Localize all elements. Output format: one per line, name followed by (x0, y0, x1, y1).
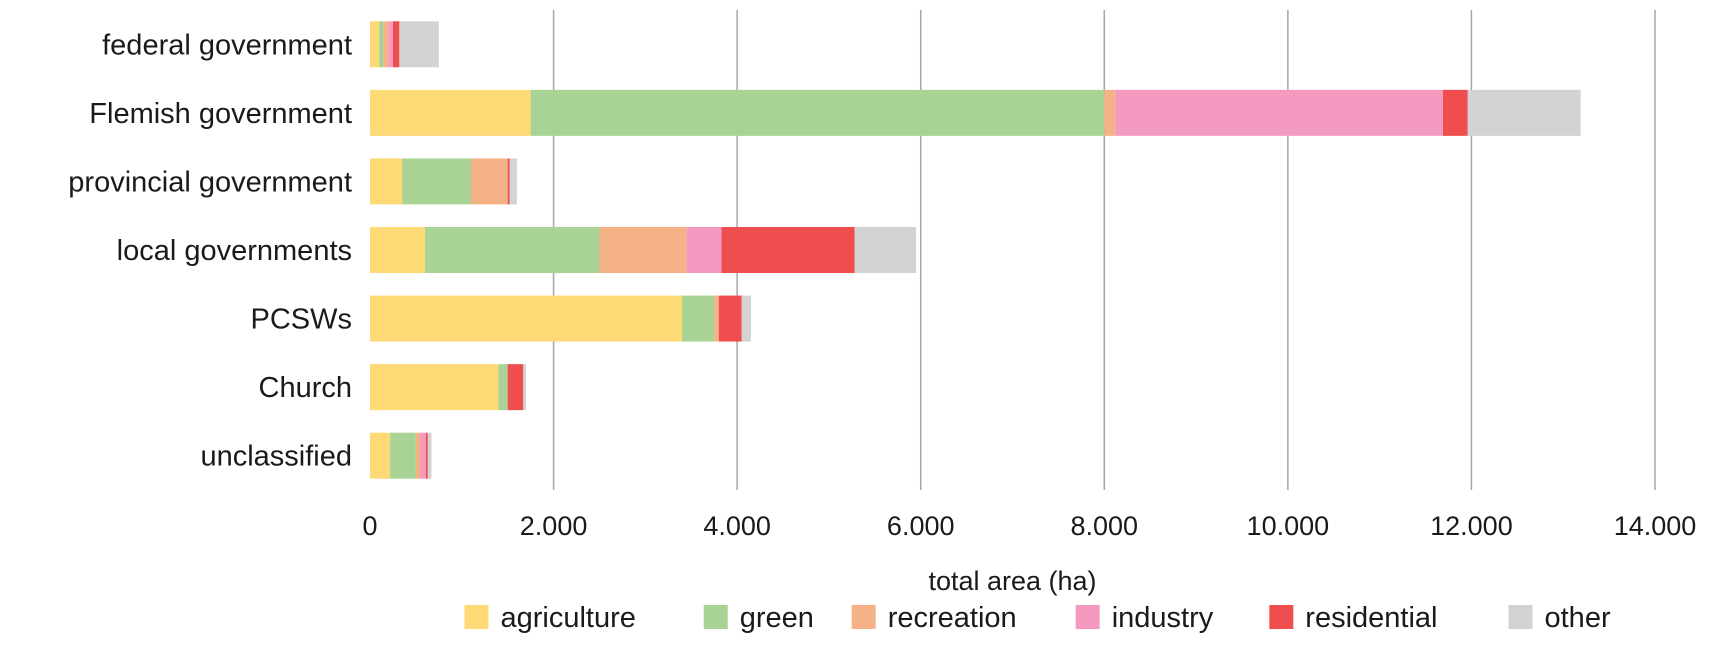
bar-segment (370, 227, 426, 273)
bar-segment (402, 158, 471, 205)
bar-segment (370, 21, 380, 68)
category-label: federal government (102, 29, 352, 61)
bar-segment (370, 158, 403, 205)
category-label: Church (259, 372, 353, 404)
bar-segment (1467, 89, 1581, 136)
category-label: Flemish government (89, 98, 352, 130)
bar-segment (370, 295, 683, 342)
x-tick-labels: 0 2.000 4.000 6.000 8.000 10.000 12.000 14.000 (362, 511, 1696, 541)
bar-segment (427, 432, 432, 479)
legend-item: industry (1075, 602, 1214, 634)
x-tick-label: 6.000 (887, 511, 955, 541)
bar-segment (370, 432, 391, 479)
bar-segment (507, 158, 510, 205)
category-label: PCSWs (251, 304, 353, 336)
category-label: provincial government (68, 166, 352, 198)
legend-item: recreation (851, 602, 1017, 634)
bar-segment (721, 227, 855, 273)
bar-segment (383, 21, 389, 68)
bar-segment (686, 227, 722, 273)
x-tick-label: 4.000 (703, 511, 771, 541)
category-labels: federal government Flemish government prov… (68, 29, 352, 472)
x-tick-label: 14.000 (1614, 511, 1697, 541)
legend-swatch (703, 605, 728, 629)
bar-segment (507, 364, 524, 411)
bar-segment (415, 432, 421, 479)
x-tick-label: 2.000 (520, 511, 588, 541)
legend-label: other (1545, 602, 1611, 634)
bar-segment (370, 364, 499, 411)
category-label: local governments (117, 235, 352, 267)
legend-item: green (703, 602, 814, 634)
category-label: unclassified (200, 441, 352, 473)
x-tick-label: 0 (362, 511, 377, 541)
bar-segment (379, 21, 384, 68)
legend-label: green (740, 602, 814, 634)
bar-segment (741, 295, 751, 342)
legend-swatch (1508, 605, 1533, 629)
x-tick-label: 10.000 (1247, 511, 1330, 541)
legend-label: agriculture (501, 602, 636, 634)
bar-segment (388, 21, 393, 68)
bar-segment (420, 432, 426, 479)
bar-segment (1104, 89, 1116, 136)
bar-segment (392, 21, 400, 68)
bar-segment (523, 364, 527, 411)
legend-swatch (464, 605, 489, 629)
bar-segment (718, 295, 742, 342)
bar-segment (498, 364, 508, 411)
legend-label: residential (1305, 602, 1437, 634)
bar-segment (425, 432, 428, 479)
bar-segment (470, 158, 508, 205)
bar-segment (390, 432, 416, 479)
legend-item: agriculture (464, 602, 636, 634)
bar-segment (425, 227, 600, 273)
bar-segment (530, 89, 1105, 136)
bar-segment (599, 227, 687, 273)
legend-swatch (1075, 605, 1100, 629)
legend-label: recreation (888, 602, 1017, 634)
bars (370, 21, 1581, 479)
bar-segment (682, 295, 715, 342)
bar-segment (854, 227, 917, 273)
bar-segment (509, 158, 517, 205)
legend-item: residential (1269, 602, 1437, 634)
x-tick-label: 8.000 (1070, 511, 1138, 541)
legend-swatch (1269, 605, 1294, 629)
legend-swatch (851, 605, 876, 629)
legend-label: industry (1112, 602, 1214, 634)
legend: agriculture green recreation industry reside… (464, 602, 1611, 634)
x-axis-title: total area (ha) (928, 566, 1096, 596)
bar-segment (1115, 89, 1443, 136)
bar-segment (714, 295, 719, 342)
legend-item: other (1508, 602, 1611, 634)
bar-segment (370, 89, 531, 136)
bar-segment (399, 21, 439, 68)
bar-segment (1442, 89, 1468, 136)
x-tick-label: 12.000 (1430, 511, 1513, 541)
